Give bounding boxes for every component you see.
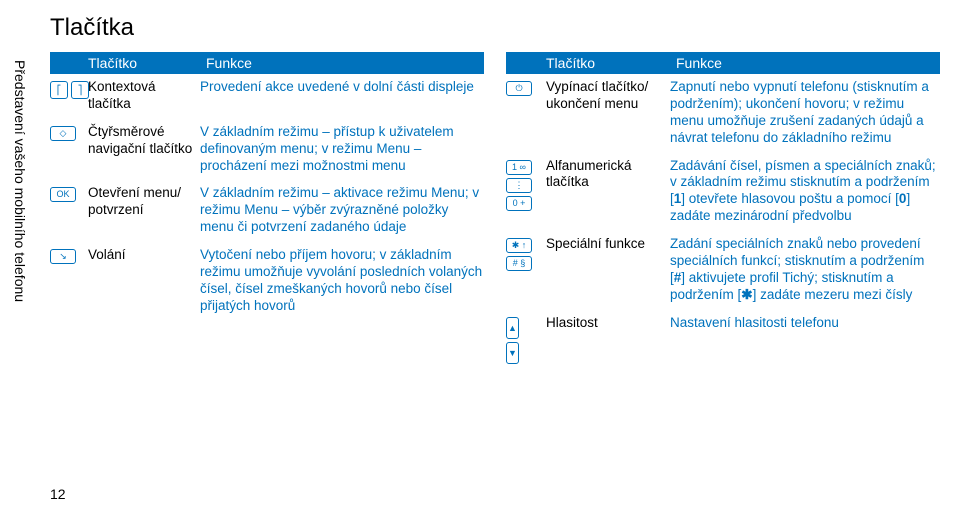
key-icon: ↘ (50, 249, 76, 264)
table-header: Tlačítko Funkce (506, 52, 940, 74)
key-icon-cell: 1 ∞ ⋮ 0 + (506, 158, 546, 226)
key-description: Zapnutí nebo vypnutí telefonu (stisknutí… (670, 79, 940, 147)
key-name: Otevření menu/ potvrzení (88, 185, 200, 236)
table-row: ▲▼HlasitostNastavení hlasitosti telefonu (506, 310, 940, 370)
key-name: Hlasitost (546, 315, 670, 364)
table-row: ◇ Čtyřsměrové navigační tlačítkoV základn… (50, 119, 484, 181)
side-label: Představení vašeho mobilního telefonu (12, 60, 28, 360)
table-row: ⎡⎤Kontextová tlačítkaProvedení akce uved… (50, 74, 484, 119)
key-name: Kontextová tlačítka (88, 79, 200, 113)
key-icon: ⎤ (71, 81, 89, 99)
key-description: Vytočení nebo příjem hovoru; v základním… (200, 247, 484, 315)
key-name: Alfa­numerická tlačítka (546, 158, 670, 226)
key-icon-cell: ↘ (50, 247, 88, 315)
key-icon: ✱ ↑ (506, 238, 532, 253)
key-name: Čtyřsměrové navigační tlačítko (88, 124, 200, 175)
table-row: ↘ VoláníVytočení nebo příjem hovoru; v zá… (50, 242, 484, 321)
header-col1: Tlačítko (506, 52, 670, 74)
key-name: Speciální funkce (546, 236, 670, 304)
key-icon: ▼ (506, 342, 519, 364)
key-description: V základním režimu – aktivace režimu Men… (200, 185, 484, 236)
table-row: ⏻ Vypínací tlačítko/ ukončení menuZapnutí… (506, 74, 940, 153)
key-icon-cell: ◇ (50, 124, 88, 175)
key-icon: ⏻ (506, 81, 532, 96)
page-title: Tlačítka (50, 14, 940, 42)
key-icon: 0 + (506, 196, 532, 211)
key-description: Provedení akce uvedené v dolní části dis… (200, 79, 484, 113)
key-icon: ⎡ (50, 81, 68, 99)
key-icon: ⋮ (506, 178, 532, 193)
key-icon: ◇ (50, 126, 76, 141)
key-description: Zadávání čísel, písmen a speciálních zna… (670, 158, 940, 226)
right-table: Tlačítko Funkce ⏻ Vypínací tlačítko/ ukon… (506, 52, 940, 370)
header-col2: Funkce (200, 52, 484, 74)
key-icon-cell: ⏻ (506, 79, 546, 147)
key-icon: # § (506, 256, 532, 271)
key-icon: ▲ (506, 317, 519, 339)
key-icon-cell: ▲▼ (506, 315, 546, 364)
header-col2: Funkce (670, 52, 940, 74)
key-name: Vypínací tlačítko/ ukončení menu (546, 79, 670, 147)
key-icon-cell: ⎡⎤ (50, 79, 88, 113)
key-description: Zadání speciálních znaků nebo provedení … (670, 236, 940, 304)
header-col1: Tlačítko (50, 52, 200, 74)
page-content: Tlačítka Tlačítko Funkce ⎡⎤Kontextová tl… (50, 14, 940, 510)
key-description: Nastavení hlasitosti telefonu (670, 315, 940, 364)
key-icon-cell: OK (50, 185, 88, 236)
left-table: Tlačítko Funkce ⎡⎤Kontextová tlačítkaPro… (50, 52, 484, 370)
table-header: Tlačítko Funkce (50, 52, 484, 74)
table-row: ✱ ↑ # § Speciální funkceZadání speciálních… (506, 231, 940, 310)
key-name: Volání (88, 247, 200, 315)
key-icon-cell: ✱ ↑ # § (506, 236, 546, 304)
table-row: OK Otevření menu/ potvrzeníV základním re… (50, 180, 484, 242)
key-description: V základním režimu – přístup k uživatele… (200, 124, 484, 175)
key-icon: 1 ∞ (506, 160, 532, 175)
key-icon: OK (50, 187, 76, 202)
table-row: 1 ∞ ⋮ 0 + Alfa­numerická tlačítkaZadávání č… (506, 153, 940, 232)
